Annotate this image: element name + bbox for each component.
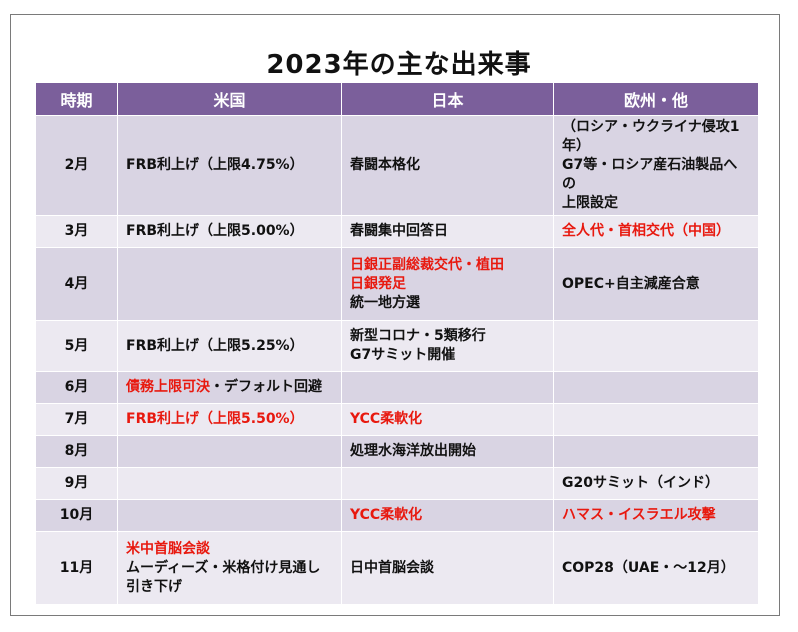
cell-us: FRB利上げ（上限5.25%）: [117, 320, 342, 372]
event-text: 日銀正副総裁交代・植田: [350, 256, 504, 273]
cell-eu: 全人代・首相交代（中国）: [553, 215, 759, 248]
event-text: G20サミット（インド）: [562, 475, 719, 491]
event-text: ムーディーズ・米格付け見通し: [126, 559, 321, 576]
events-table: 時期 米国 日本 欧州・他 2月 FRB利上げ（上限4.75%） 春闘本格化 （ロシア…: [35, 82, 759, 605]
cell-us: FRB利上げ（上限4.75%）: [117, 115, 342, 216]
table-row: 5月 FRB利上げ（上限5.25%） 新型コロナ・5類移行 G7サミット開催: [35, 320, 759, 372]
cell-us: [117, 467, 342, 500]
event-text: 春闘本格化: [350, 157, 420, 173]
cell-us: FRB利上げ（上限5.50%）: [117, 403, 342, 436]
table-row: 9月 G20サミット（インド）: [35, 467, 759, 500]
table-header-row: 時期 米国 日本 欧州・他: [35, 82, 759, 116]
event-text: 上限設定: [562, 195, 618, 211]
table-row: 11月 米中首脳会談 ムーディーズ・米格付け見通し 引き下げ 日中首脳会談 COP28（U…: [35, 531, 759, 605]
cell-period: 2月: [35, 115, 118, 216]
cell-period: 8月: [35, 435, 118, 468]
event-text: FRB利上げ（上限4.75%）: [126, 157, 304, 173]
table-row: 2月 FRB利上げ（上限4.75%） 春闘本格化 （ロシア・ウクライナ侵攻1年） G7等…: [35, 115, 759, 216]
cell-period: 7月: [35, 403, 118, 436]
cell-eu: ハマス・イスラエル攻撃: [553, 499, 759, 532]
event-text: 統一地方選: [350, 294, 420, 311]
event-text: G7サミット開催: [350, 347, 456, 363]
event-text: 引き下げ: [126, 578, 182, 595]
cell-us: FRB利上げ（上限5.00%）: [117, 215, 342, 248]
cell-us: 債務上限可決・デフォルト回避: [117, 371, 342, 404]
event-text: 春闘集中回答日: [350, 223, 448, 239]
cell-eu: [553, 371, 759, 404]
cell-us: [117, 247, 342, 321]
cell-jp: 春闘本格化: [341, 115, 554, 216]
cell-jp: 日中首脳会談: [341, 531, 554, 605]
slide-frame: [10, 14, 780, 616]
table-row: 10月 YCC柔軟化 ハマス・イスラエル攻撃: [35, 499, 759, 532]
header-period: 時期: [35, 82, 118, 116]
cell-eu: [553, 403, 759, 436]
cell-jp: 春闘集中回答日: [341, 215, 554, 248]
cell-jp: 日銀正副総裁交代・植田 日銀発足統一地方選: [341, 247, 554, 321]
event-text: COP28（UAE・～12月）: [562, 559, 735, 576]
cell-eu: G20サミット（インド）: [553, 467, 759, 500]
event-text: （ロシア・ウクライナ侵攻1年）: [562, 119, 740, 154]
cell-period: 5月: [35, 320, 118, 372]
cell-eu: [553, 435, 759, 468]
event-text: 全人代・首相交代（中国）: [562, 223, 730, 239]
table-row: 8月 処理水海洋放出開始: [35, 435, 759, 468]
page-title: 2023年の主な出来事: [266, 50, 532, 80]
table-row: 7月 FRB利上げ（上限5.50%） YCC柔軟化: [35, 403, 759, 436]
event-text: OPEC+自主減産合意: [562, 275, 700, 292]
cell-eu: （ロシア・ウクライナ侵攻1年） G7等・ロシア産石油製品への上限設定: [553, 115, 759, 216]
cell-period: 6月: [35, 371, 118, 404]
header-us: 米国: [117, 82, 342, 116]
cell-us: 米中首脳会談ムーディーズ・米格付け見通し 引き下げ: [117, 531, 342, 605]
event-text: YCC柔軟化: [350, 507, 423, 523]
event-text: ハマス・イスラエル攻撃: [562, 507, 716, 523]
cell-jp: YCC柔軟化: [341, 403, 554, 436]
table-row: 4月 日銀正副総裁交代・植田 日銀発足統一地方選 OPEC+自主減産合意: [35, 247, 759, 321]
event-text: FRB利上げ（上限5.00%）: [126, 223, 304, 239]
table-row: 6月 債務上限可決・デフォルト回避: [35, 371, 759, 404]
event-text: 債務上限可決・デフォルト回避: [126, 379, 322, 395]
event-text: 処理水海洋放出開始: [350, 443, 476, 459]
header-europe-other: 欧州・他: [553, 82, 759, 116]
event-text: FRB利上げ（上限5.50%）: [126, 411, 304, 427]
cell-period: 10月: [35, 499, 118, 532]
cell-jp: [341, 371, 554, 404]
header-japan: 日本: [341, 82, 554, 116]
event-text: 日銀発足: [350, 275, 406, 292]
event-text: FRB利上げ（上限5.25%）: [126, 337, 304, 354]
event-text: 新型コロナ・5類移行: [350, 328, 486, 344]
cell-us: [117, 499, 342, 532]
cell-us: [117, 435, 342, 468]
event-text: 米中首脳会談: [126, 540, 210, 557]
cell-period: 11月: [35, 531, 118, 605]
cell-eu: [553, 320, 759, 372]
cell-jp: 新型コロナ・5類移行 G7サミット開催: [341, 320, 554, 372]
cell-jp: 処理水海洋放出開始: [341, 435, 554, 468]
event-text: YCC柔軟化: [350, 411, 423, 427]
cell-jp: [341, 467, 554, 500]
event-text: 日中首脳会談: [350, 559, 434, 576]
event-text: G7等・ロシア産石油製品への: [562, 157, 738, 192]
cell-jp: YCC柔軟化: [341, 499, 554, 532]
cell-period: 9月: [35, 467, 118, 500]
cell-period: 4月: [35, 247, 118, 321]
cell-period: 3月: [35, 215, 118, 248]
cell-eu: OPEC+自主減産合意: [553, 247, 759, 321]
table-row: 3月 FRB利上げ（上限5.00%） 春闘集中回答日 全人代・首相交代（中国）: [35, 215, 759, 248]
table-body: 2月 FRB利上げ（上限4.75%） 春闘本格化 （ロシア・ウクライナ侵攻1年） G7等…: [35, 115, 759, 605]
cell-eu: COP28（UAE・～12月）: [553, 531, 759, 605]
